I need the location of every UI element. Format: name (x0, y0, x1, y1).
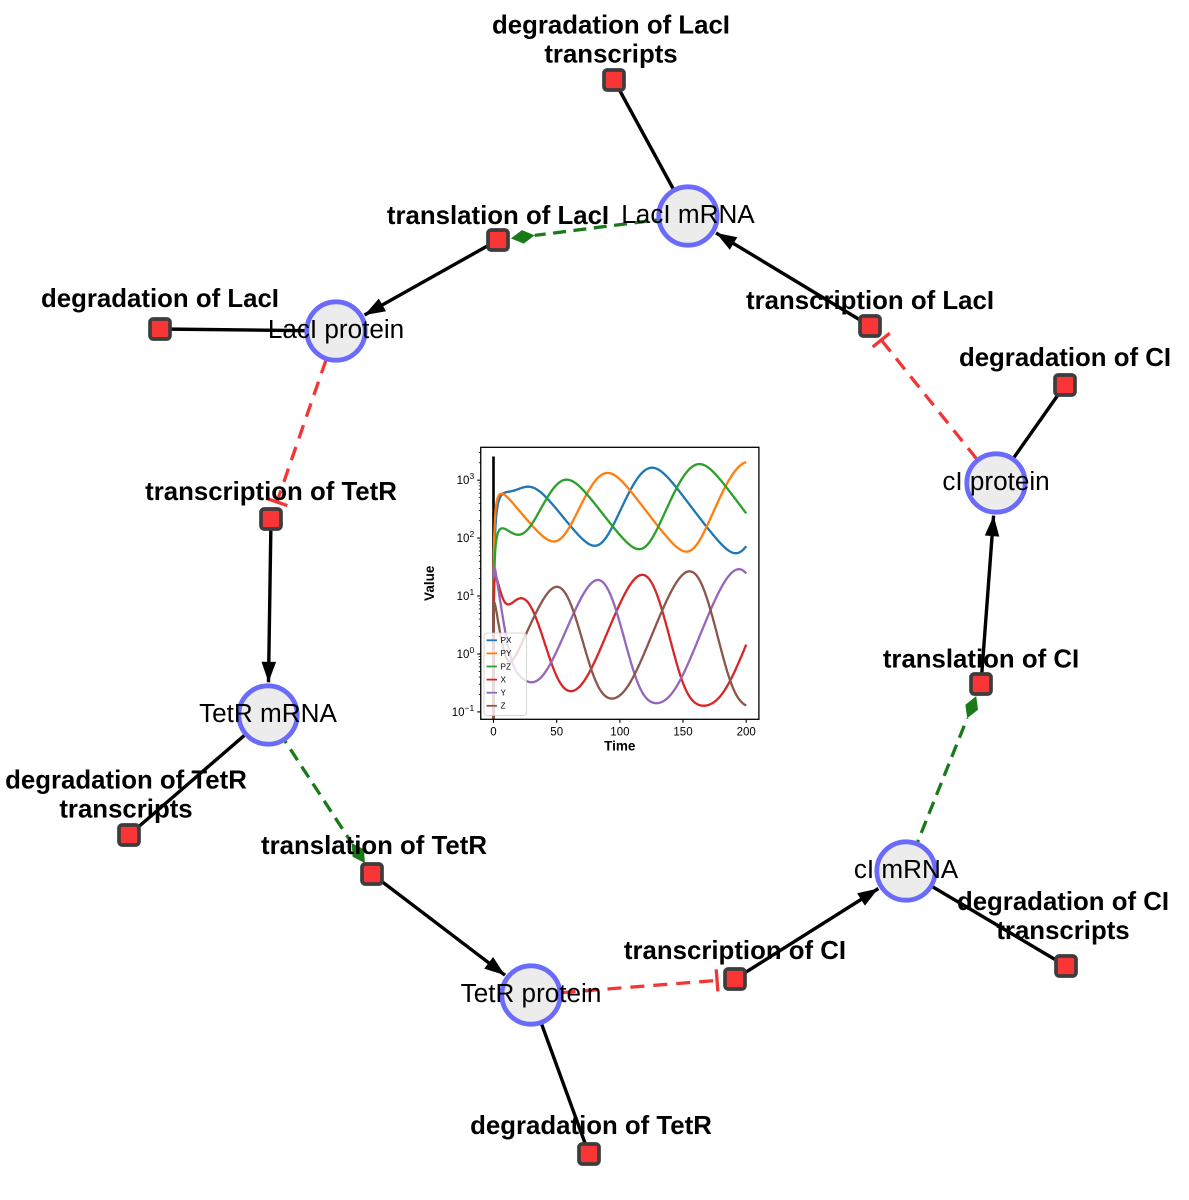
svg-text:translation of LacI: translation of LacI (387, 202, 609, 230)
svg-text:transcription of LacI: transcription of LacI (746, 287, 994, 315)
svg-text:LacI mRNA: LacI mRNA (621, 199, 755, 229)
svg-text:degradation of LacI: degradation of LacI (492, 12, 730, 40)
svg-text:transcripts: transcripts (996, 917, 1129, 945)
svg-text:translation of CI: translation of CI (883, 646, 1079, 674)
svg-text:TetR protein: TetR protein (461, 978, 602, 1008)
svg-text:degradation of CI: degradation of CI (959, 344, 1171, 372)
svg-text:50: 50 (550, 726, 563, 738)
svg-text:PZ: PZ (501, 662, 511, 671)
svg-text:transcription of CI: transcription of CI (624, 937, 846, 965)
svg-text:100: 100 (610, 726, 629, 738)
svg-text:Time: Time (604, 739, 636, 754)
svg-text:transcripts: transcripts (59, 796, 192, 824)
svg-text:cI mRNA: cI mRNA (854, 854, 959, 884)
svg-text:0: 0 (490, 726, 496, 738)
svg-text:PY: PY (501, 649, 512, 658)
svg-text:degradation of TetR: degradation of TetR (5, 767, 247, 795)
svg-text:Z: Z (501, 702, 506, 711)
svg-text:X: X (501, 675, 507, 684)
svg-text:cI protein: cI protein (942, 466, 1049, 496)
svg-text:degradation of LacI: degradation of LacI (41, 285, 279, 313)
svg-text:transcripts: transcripts (544, 41, 677, 69)
svg-text:translation of TetR: translation of TetR (261, 832, 487, 860)
svg-text:degradation of CI: degradation of CI (957, 888, 1169, 916)
svg-text:transcription of TetR: transcription of TetR (145, 478, 397, 506)
svg-text:PX: PX (501, 636, 512, 645)
svg-text:LacI protein: LacI protein (268, 314, 404, 344)
svg-text:150: 150 (673, 726, 692, 738)
svg-text:TetR mRNA: TetR mRNA (199, 698, 337, 728)
svg-text:degradation of TetR: degradation of TetR (470, 1112, 712, 1140)
svg-text:Value: Value (422, 565, 437, 601)
svg-text:Y: Y (501, 689, 507, 698)
svg-text:200: 200 (737, 726, 756, 738)
